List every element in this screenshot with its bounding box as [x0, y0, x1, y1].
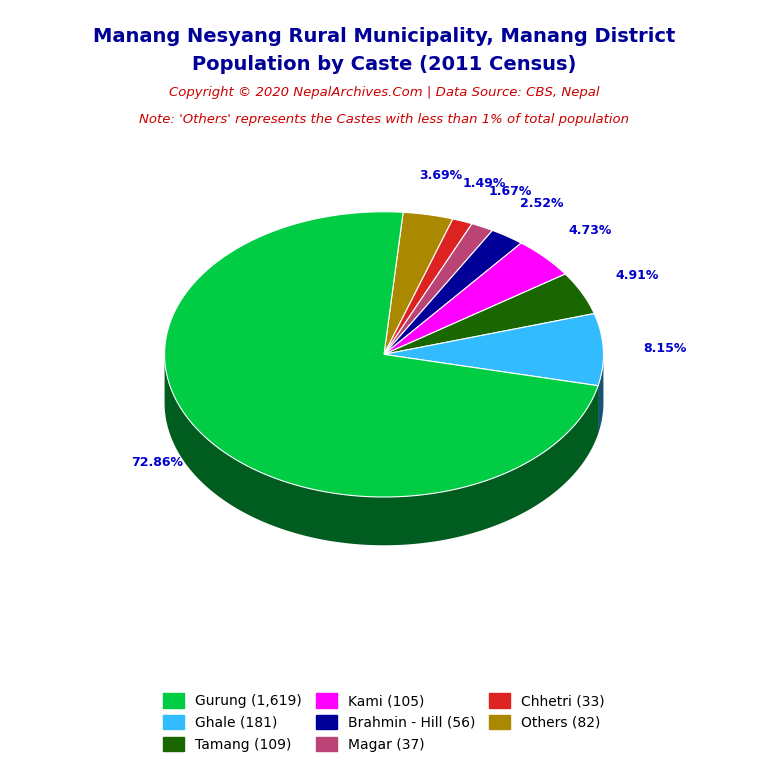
Polygon shape	[384, 313, 604, 386]
Text: 8.15%: 8.15%	[643, 342, 687, 355]
Text: 72.86%: 72.86%	[131, 455, 184, 468]
Text: 4.73%: 4.73%	[568, 223, 612, 237]
Polygon shape	[164, 356, 598, 545]
Text: 2.52%: 2.52%	[520, 197, 564, 210]
Text: 3.69%: 3.69%	[419, 169, 462, 182]
Polygon shape	[164, 212, 598, 497]
Text: Copyright © 2020 NepalArchives.Com | Data Source: CBS, Nepal: Copyright © 2020 NepalArchives.Com | Dat…	[169, 86, 599, 99]
Polygon shape	[384, 223, 492, 354]
Legend: Gurung (1,619), Ghale (181), Tamang (109), Kami (105), Brahmin - Hill (56), Maga: Gurung (1,619), Ghale (181), Tamang (109…	[157, 688, 611, 757]
Polygon shape	[384, 243, 565, 354]
Polygon shape	[384, 274, 594, 354]
Text: 1.67%: 1.67%	[488, 184, 531, 197]
Polygon shape	[384, 230, 521, 354]
Polygon shape	[598, 355, 604, 434]
Text: 1.49%: 1.49%	[463, 177, 506, 190]
Polygon shape	[384, 219, 472, 354]
Text: Population by Caste (2011 Census): Population by Caste (2011 Census)	[192, 55, 576, 74]
Text: Manang Nesyang Rural Municipality, Manang District: Manang Nesyang Rural Municipality, Manan…	[93, 27, 675, 46]
Text: 4.91%: 4.91%	[616, 270, 659, 283]
Text: Note: 'Others' represents the Castes with less than 1% of total population: Note: 'Others' represents the Castes wit…	[139, 113, 629, 126]
Polygon shape	[384, 212, 453, 354]
